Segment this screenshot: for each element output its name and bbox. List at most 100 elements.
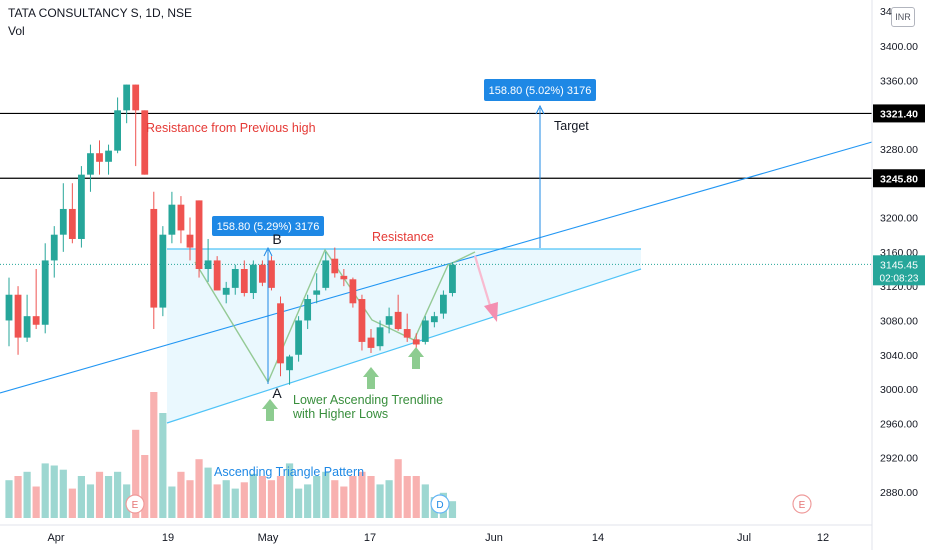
symbol-title: TATA CONSULTANCY S, 1D, NSE: [8, 6, 193, 20]
volume-bar: [249, 473, 257, 518]
volume-bar: [95, 471, 104, 518]
trendline-text-1: Lower Ascending Trendline: [293, 393, 443, 407]
volume-bar: [322, 471, 330, 518]
level-price-tag: [873, 169, 925, 188]
volume-bar: [412, 476, 420, 518]
annotation-target: Target: [554, 119, 589, 133]
ascending-trend-line: [0, 141, 873, 394]
candle-body: [421, 320, 429, 342]
volume-bar: [5, 480, 13, 518]
volume-bar: [231, 488, 239, 518]
candle-body: [5, 294, 13, 321]
chart-header: TATA CONSULTANCY S, 1D, NSE Vol: [8, 6, 192, 38]
candle-body: [105, 150, 112, 162]
time-tick-label: Jul: [737, 532, 751, 544]
price-tick-label: 3000.00: [880, 384, 918, 396]
annotation-resistance-prev-high: Resistance from Previous high: [146, 121, 316, 135]
projection-arrow-head: [484, 302, 498, 322]
candle-body: [159, 234, 167, 308]
time-tick-label: Jun: [485, 532, 503, 544]
volume-bar: [358, 471, 366, 518]
measure-box-left: [212, 216, 324, 236]
volume-bar: [385, 480, 393, 518]
measure-arrow-right-head: [535, 104, 545, 115]
volume-bar: [304, 484, 312, 518]
candle-body: [168, 204, 176, 235]
price-tick-label: 2960.00: [880, 418, 918, 430]
event-marker: [125, 494, 145, 514]
volume-bar: [376, 484, 384, 518]
price-tick-label: 3280.00: [880, 144, 918, 156]
measure-label-left: 158.80 (5.29%) 3176: [217, 221, 320, 233]
time-tick-label: 12: [817, 532, 829, 544]
volume-bar: [403, 476, 411, 518]
price-tick-label: 2880.00: [880, 487, 918, 499]
volume-bar: [258, 476, 266, 518]
volume-label: Vol: [8, 24, 25, 38]
volume-bars: [5, 392, 457, 518]
volume-bar: [32, 486, 40, 518]
volume-bar: [50, 465, 58, 518]
level-price-label: 3245.80: [880, 173, 918, 185]
annotations: Resistance from Previous high Resistance T…: [125, 79, 812, 514]
candle-body: [367, 337, 375, 348]
candle-body: [87, 153, 94, 175]
volume-bar: [331, 480, 339, 518]
price-tick-label: 3360.00: [880, 75, 918, 87]
projection-arrow: [473, 255, 494, 313]
measure-arrow-left-head: [263, 246, 273, 257]
trendline-text-2: with Higher Lows: [292, 407, 388, 421]
price-tick-label: 3080.00: [880, 315, 918, 327]
price-tick-label: 3200.00: [880, 213, 918, 225]
volume-bar: [14, 476, 22, 518]
candle-body: [222, 287, 230, 295]
volume-bar: [204, 467, 212, 518]
time-tick-label: 14: [592, 532, 604, 544]
currency-badge[interactable]: INR: [891, 7, 915, 27]
candle-body: [440, 294, 447, 314]
volume-bar: [394, 459, 402, 518]
candle-body: [141, 110, 149, 175]
volume-bar: [285, 463, 294, 518]
time-tick-label: 17: [364, 532, 376, 544]
candle-body: [41, 260, 49, 325]
event-marker: [430, 494, 450, 514]
candle-body: [349, 279, 357, 304]
volume-bar: [340, 486, 348, 518]
volume-bar: [150, 392, 158, 518]
candle-body: [277, 303, 284, 364]
candle-body: [213, 260, 221, 291]
candle-body: [430, 316, 438, 323]
volume-bar: [195, 459, 203, 518]
volume-bar: [448, 501, 457, 518]
event-marker-label: E: [132, 500, 139, 511]
event-marker: [792, 494, 812, 514]
volume-bar: [367, 476, 375, 518]
candle-body: [295, 320, 302, 355]
candle-body: [412, 339, 420, 345]
last-price-label: 3145.45: [880, 259, 918, 271]
last-price-countdown: 02:08:23: [880, 273, 919, 284]
candle-body: [240, 269, 248, 294]
volume-bar: [177, 471, 185, 518]
measure-box-right: [484, 79, 596, 101]
price-tick-label: 2920.00: [880, 453, 918, 465]
volume-bar: [349, 476, 357, 518]
volume-bar: [267, 480, 276, 518]
candle-body: [322, 260, 330, 288]
higher-low-arrow: [262, 399, 278, 421]
candle-body: [403, 329, 411, 338]
pattern-name: Ascending Triangle Pattern: [214, 465, 364, 479]
candle-body: [195, 200, 203, 269]
candle-body: [132, 84, 140, 111]
volume-bar: [59, 469, 67, 518]
candle-body: [14, 294, 22, 338]
candle-body: [259, 264, 266, 283]
candle-body: [114, 110, 121, 151]
candle-body: [150, 208, 158, 308]
candle-body: [68, 208, 76, 239]
volume-bar: [68, 488, 76, 518]
volume-bar: [240, 482, 248, 518]
